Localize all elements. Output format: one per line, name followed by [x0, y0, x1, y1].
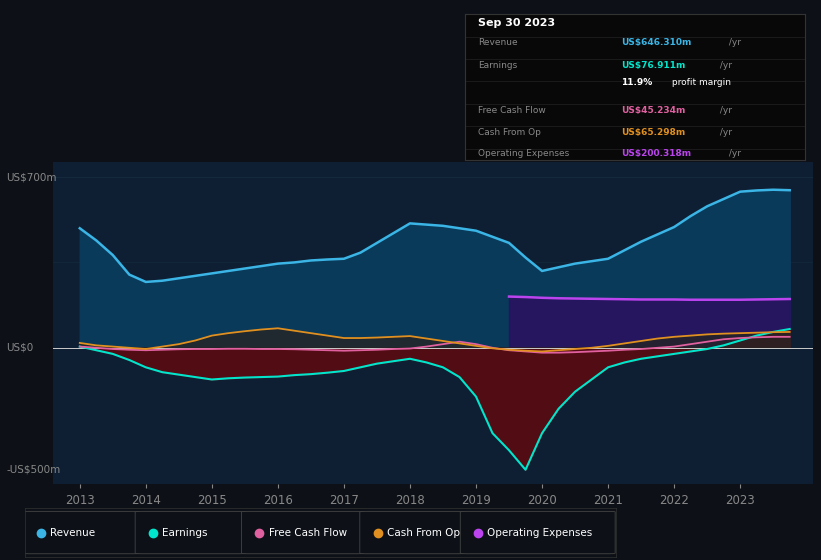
Text: Cash From Op: Cash From Op: [387, 528, 460, 538]
Text: profit margin: profit margin: [669, 78, 732, 87]
Text: Operating Expenses: Operating Expenses: [488, 528, 593, 538]
Text: /yr: /yr: [727, 39, 741, 48]
Text: Free Cash Flow: Free Cash Flow: [479, 106, 546, 115]
Text: US$45.234m: US$45.234m: [621, 106, 686, 115]
Text: Free Cash Flow: Free Cash Flow: [268, 528, 347, 538]
Text: Sep 30 2023: Sep 30 2023: [479, 18, 556, 29]
Text: /yr: /yr: [717, 61, 732, 70]
Text: -US$500m: -US$500m: [7, 465, 61, 475]
Text: US$65.298m: US$65.298m: [621, 128, 686, 137]
Text: Cash From Op: Cash From Op: [479, 128, 541, 137]
Text: 11.9%: 11.9%: [621, 78, 653, 87]
Text: US$646.310m: US$646.310m: [621, 39, 692, 48]
Text: Earnings: Earnings: [163, 528, 208, 538]
Text: US$700m: US$700m: [7, 172, 57, 182]
FancyBboxPatch shape: [461, 511, 615, 554]
Text: /yr: /yr: [717, 106, 732, 115]
FancyBboxPatch shape: [135, 511, 245, 554]
FancyBboxPatch shape: [241, 511, 364, 554]
FancyBboxPatch shape: [23, 511, 140, 554]
Text: /yr: /yr: [727, 149, 741, 158]
Text: /yr: /yr: [717, 128, 732, 137]
Text: US$200.318m: US$200.318m: [621, 149, 691, 158]
Text: US$0: US$0: [7, 343, 34, 353]
Text: Revenue: Revenue: [479, 39, 518, 48]
FancyBboxPatch shape: [360, 511, 465, 554]
Text: Operating Expenses: Operating Expenses: [479, 149, 570, 158]
Text: Earnings: Earnings: [479, 61, 517, 70]
Text: US$76.911m: US$76.911m: [621, 61, 686, 70]
Text: Revenue: Revenue: [50, 528, 95, 538]
